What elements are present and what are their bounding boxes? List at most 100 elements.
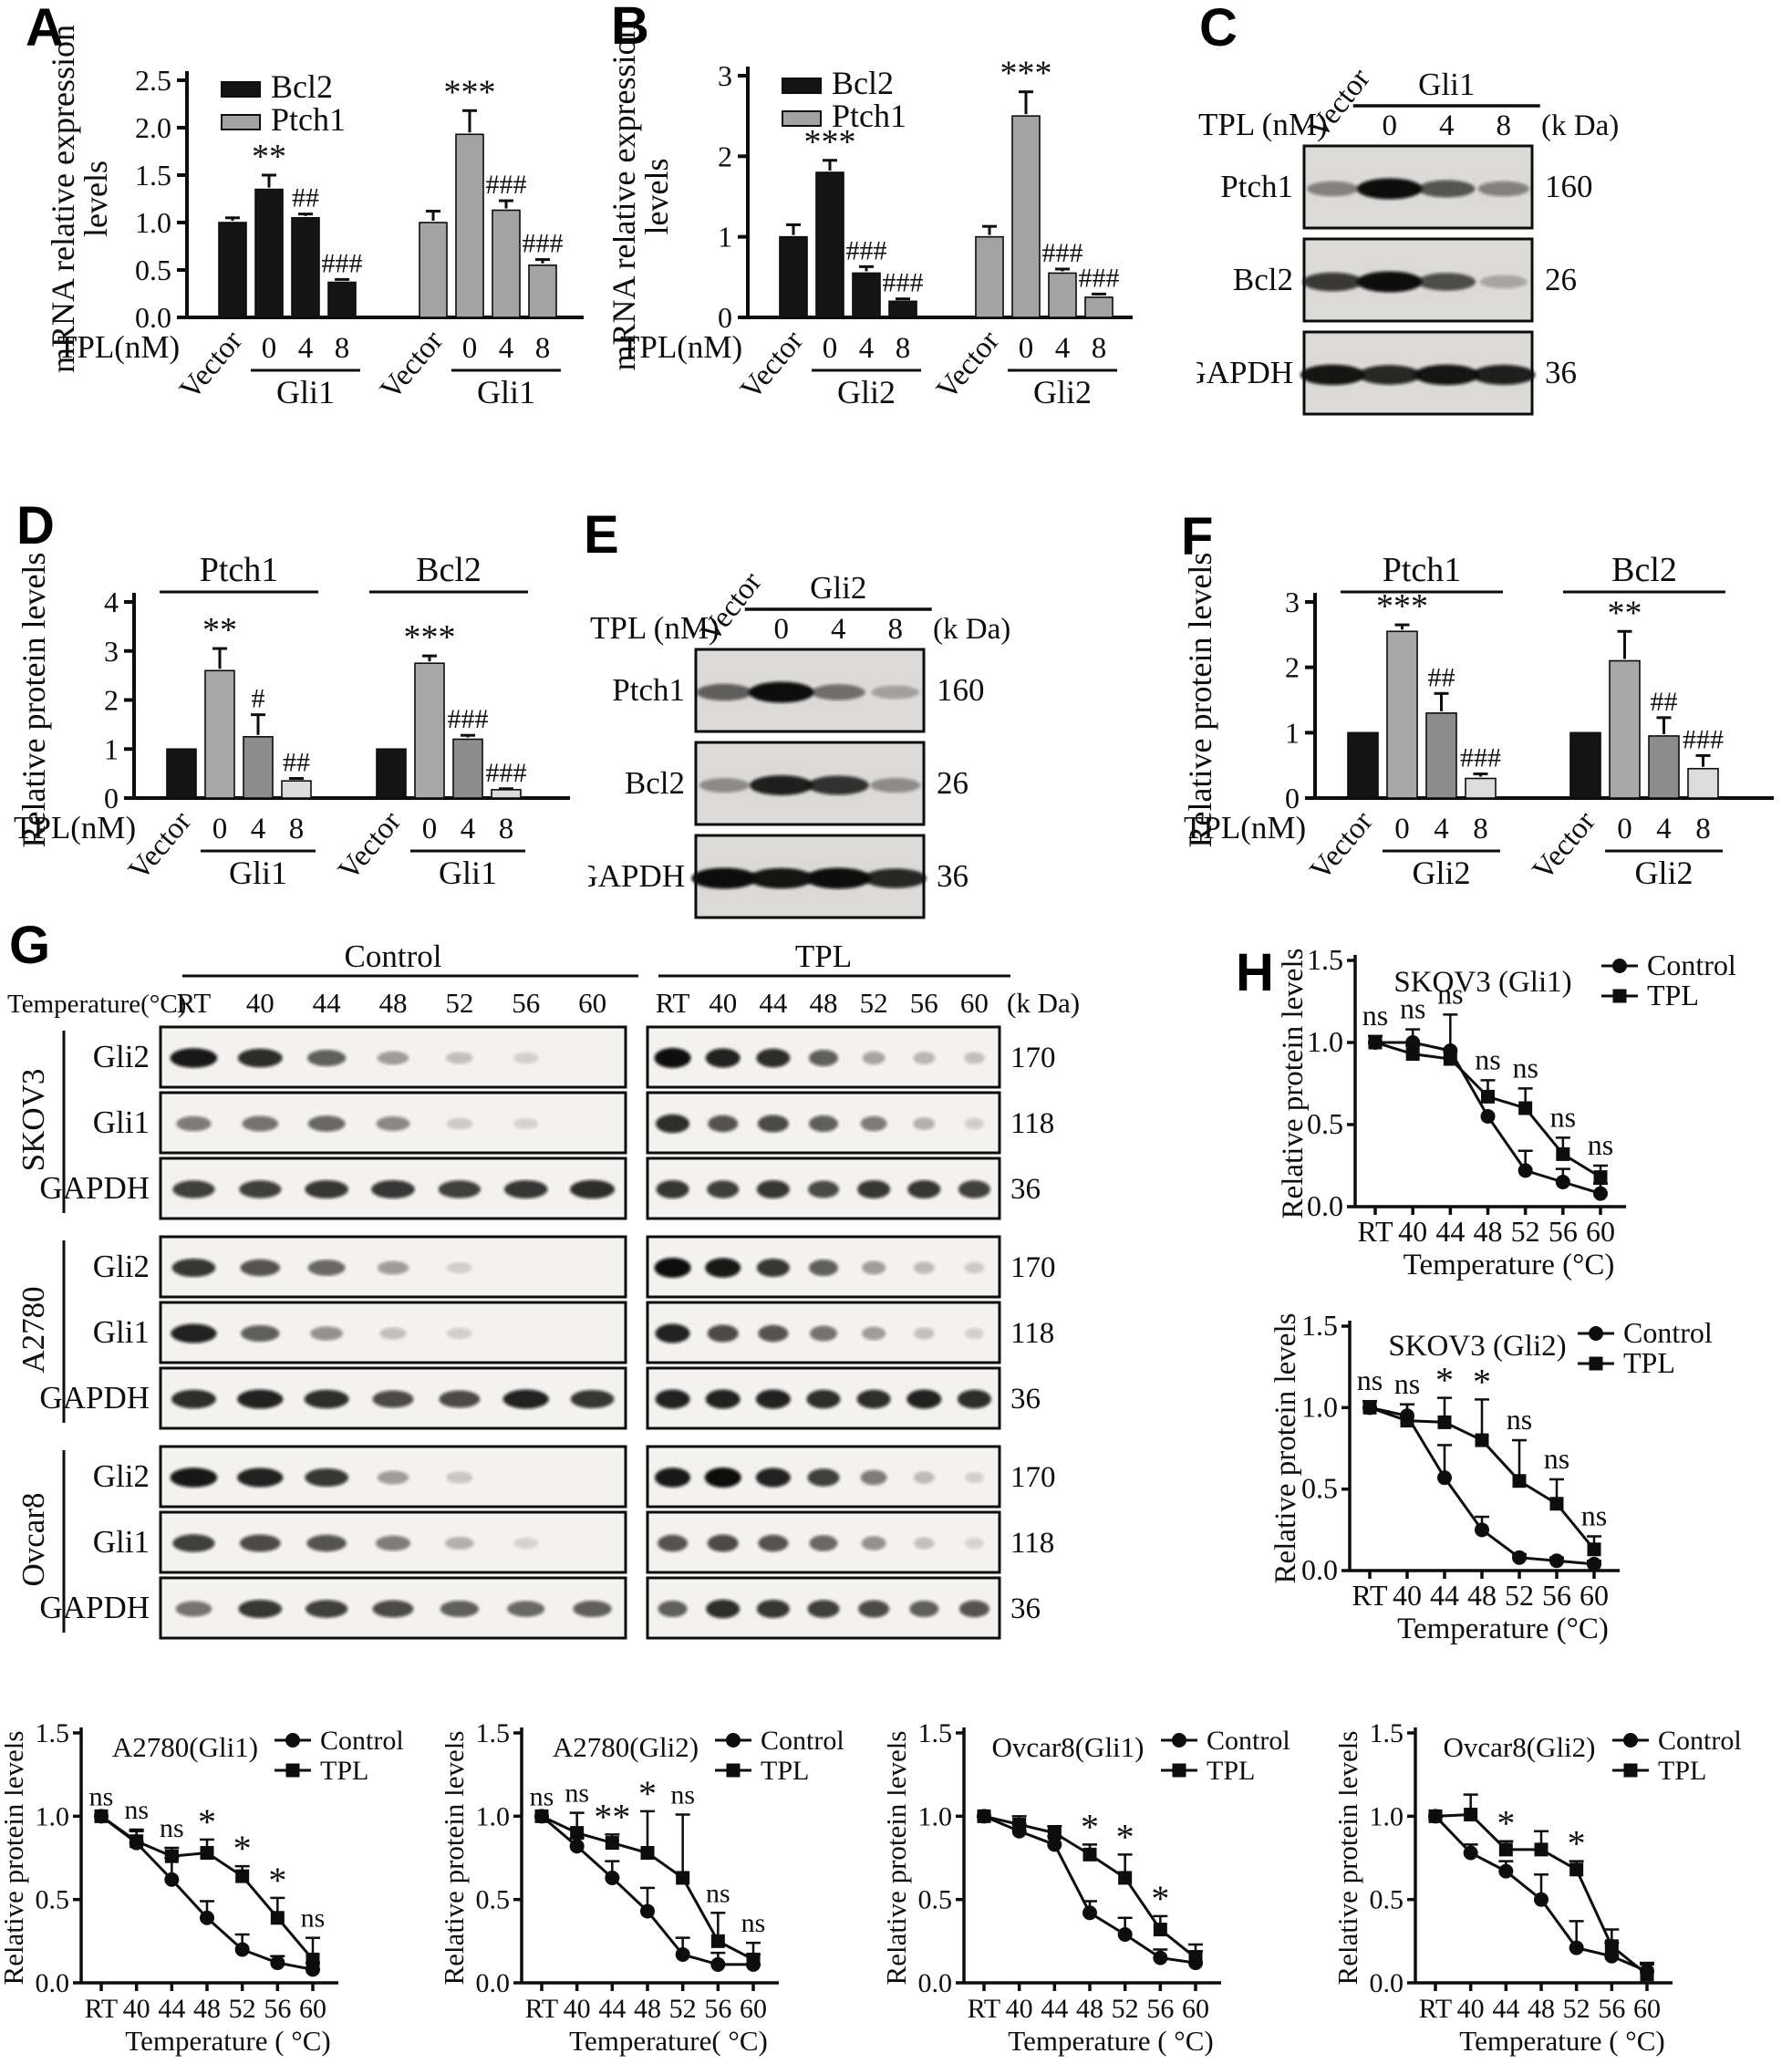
blot-band — [241, 1325, 280, 1342]
data-point-square — [1534, 1842, 1549, 1857]
protein-label: Gli2 — [93, 1039, 150, 1074]
legend-label: Bcl2 — [832, 65, 894, 101]
blot-band — [756, 1180, 790, 1198]
x-tick-label: 8 — [499, 813, 514, 845]
y-tick-label: 0.5 — [1301, 1472, 1338, 1505]
data-point-square — [1481, 1089, 1495, 1104]
x-tick-label: Vector — [374, 325, 450, 406]
significance-annotation: ns — [1357, 1364, 1383, 1396]
x-tick-label: 4 — [499, 332, 514, 365]
blot-band — [658, 1534, 689, 1552]
x-tick-label: 48 — [1076, 1994, 1103, 2024]
significance-annotation: ns — [1507, 1403, 1532, 1436]
data-point-square — [605, 1836, 619, 1851]
significance-annotation: ### — [486, 758, 527, 788]
x-tick-label: 60 — [1633, 1994, 1661, 2024]
bar — [419, 222, 448, 318]
x-tick-label: 52 — [1511, 1215, 1540, 1248]
y-tick-label: 1 — [1285, 716, 1300, 749]
dose-label: 4 — [831, 613, 846, 646]
blot-band — [757, 1115, 789, 1133]
x-tick-label: 0 — [1617, 813, 1632, 845]
bar — [779, 235, 808, 318]
chart-title: Ovcar8(Gli1) — [992, 1731, 1145, 1763]
blot-band — [438, 1180, 481, 1198]
bar — [815, 171, 844, 318]
condition-label-tpl: TPL — [795, 939, 852, 974]
gene-label: Gli1 — [1418, 67, 1475, 102]
lane-label: 56 — [512, 987, 540, 1019]
blot-band — [1302, 272, 1363, 292]
data-point-square — [1082, 1847, 1097, 1862]
protein-label: Gli1 — [93, 1524, 150, 1560]
blot-band — [654, 1258, 691, 1278]
significance-annotation: ns — [160, 1813, 184, 1843]
bar — [204, 669, 235, 799]
y-tick-label: 1.0 — [1307, 1025, 1343, 1058]
chart-title: A2780(Gli2) — [553, 1731, 699, 1763]
bar — [1386, 630, 1418, 799]
x-tick-label: 4 — [1434, 813, 1449, 845]
y-tick-label: 1.0 — [1370, 1801, 1404, 1831]
significance-annotation: ns — [1475, 1042, 1500, 1075]
blot-band — [446, 1052, 473, 1064]
legend-label: Ptch1 — [832, 98, 906, 134]
panel-letter-D: D — [16, 496, 55, 555]
lane-label: 44 — [759, 987, 788, 1019]
blot-band — [870, 778, 921, 793]
data-point-circle — [1498, 1863, 1514, 1879]
x-tick-label: 4 — [461, 813, 476, 845]
blot-band — [755, 1389, 791, 1409]
data-point-square — [1569, 1862, 1584, 1877]
western-blot-panel: TPL (nM)Vector Gli1 0 4 8 (k Da) Ptch1 160 Bcl2 2… — [1196, 63, 1619, 416]
x-tick-label: 0 — [1019, 332, 1034, 365]
significance-annotation: ns — [124, 1795, 149, 1825]
legend-swatch — [221, 114, 261, 130]
y-axis-label: Relative protein levels — [445, 1731, 470, 1986]
protein-label: Ptch1 — [1220, 169, 1293, 204]
blot-band — [913, 1261, 935, 1274]
x-tick-label: 56 — [1598, 1994, 1625, 2024]
data-point-square — [164, 1849, 179, 1863]
legend-swatch — [221, 81, 261, 98]
x-tick-label: 60 — [740, 1994, 767, 2024]
y-axis-label: Relative protein levels — [1277, 949, 1310, 1219]
blot-band — [503, 1180, 548, 1198]
dose-label: 8 — [888, 613, 904, 646]
bar — [327, 281, 357, 318]
legend-label: Control — [320, 1726, 404, 1756]
kda-value: 26 — [937, 765, 969, 801]
blot-band — [913, 1471, 935, 1484]
blot-band — [909, 1601, 939, 1617]
dose-label: 0 — [774, 613, 790, 646]
significance-annotation: * — [198, 1801, 216, 1842]
blot-band — [1471, 365, 1536, 385]
group-title: Ptch1 — [200, 551, 279, 589]
blot-band — [377, 1051, 409, 1065]
blot-band — [965, 1471, 984, 1484]
data-point-circle — [285, 1733, 300, 1748]
kda-value: 160 — [937, 672, 985, 708]
significance-annotation: * — [1497, 1803, 1515, 1844]
blot-band — [856, 1389, 891, 1409]
panel-D-bar-chart: 0 1 2 3 4 Relative protein levels Vector ** 0 #4 #… — [14, 524, 590, 924]
x-axis-prefix: TPL(nM) — [14, 810, 136, 845]
blot-band — [655, 1323, 690, 1343]
lane-label: 44 — [313, 987, 342, 1019]
significance-annotation: ### — [486, 170, 527, 200]
x-axis-prefix: TPL(nM) — [57, 329, 180, 365]
significance-annotation: # — [252, 684, 265, 714]
data-point-circle — [1082, 1905, 1097, 1921]
legend-label: Control — [761, 1726, 844, 1756]
data-point-square — [1400, 1414, 1414, 1428]
lane-label: 48 — [810, 987, 838, 1019]
line-chart-ovcar8-gli1: 0.0 0.5 1.0 1.5 RT 40 44 48 52 56 60 Temperature ( … — [887, 1698, 1327, 2063]
data-point-square — [1437, 1415, 1452, 1429]
data-point-square — [1405, 1047, 1420, 1062]
data-point-square — [285, 1763, 300, 1778]
chart-title: SKOV3 (Gli1) — [1393, 966, 1571, 999]
y-axis-label: Relative protein levels — [5, 1731, 29, 1986]
significance-annotation: ## — [283, 748, 310, 778]
